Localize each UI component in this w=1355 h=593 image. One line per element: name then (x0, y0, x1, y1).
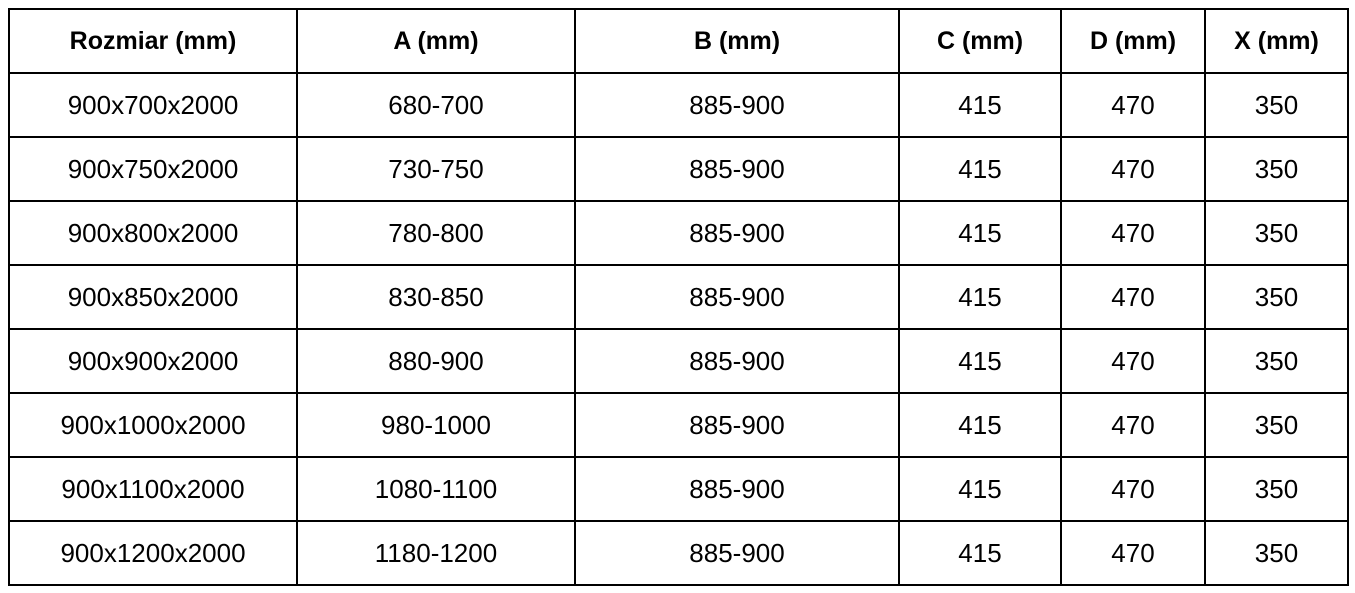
header-x: X (mm) (1204, 8, 1349, 74)
cell-a: 780-800 (296, 200, 576, 266)
cell-c: 415 (898, 456, 1062, 522)
header-b: B (mm) (574, 8, 900, 74)
cell-rozmiar: 900x1000x2000 (8, 392, 298, 458)
cell-a: 830-850 (296, 264, 576, 330)
cell-b: 885-900 (574, 328, 900, 394)
table-row: 900x850x2000 830-850 885-900 415 470 350 (8, 264, 1349, 330)
cell-c: 415 (898, 136, 1062, 202)
cell-d: 470 (1060, 264, 1206, 330)
cell-c: 415 (898, 328, 1062, 394)
table-row: 900x800x2000 780-800 885-900 415 470 350 (8, 200, 1349, 266)
cell-b: 885-900 (574, 392, 900, 458)
cell-b: 885-900 (574, 456, 900, 522)
cell-c: 415 (898, 264, 1062, 330)
table-row: 900x1100x2000 1080-1100 885-900 415 470 350 (8, 456, 1349, 522)
cell-a: 1180-1200 (296, 520, 576, 586)
table-row: 900x700x2000 680-700 885-900 415 470 350 (8, 72, 1349, 138)
cell-d: 470 (1060, 456, 1206, 522)
cell-rozmiar: 900x700x2000 (8, 72, 298, 138)
cell-rozmiar: 900x750x2000 (8, 136, 298, 202)
cell-b: 885-900 (574, 72, 900, 138)
cell-c: 415 (898, 520, 1062, 586)
header-c: C (mm) (898, 8, 1062, 74)
cell-d: 470 (1060, 328, 1206, 394)
cell-x: 350 (1204, 520, 1349, 586)
cell-d: 470 (1060, 520, 1206, 586)
cell-c: 415 (898, 72, 1062, 138)
cell-x: 350 (1204, 136, 1349, 202)
header-rozmiar: Rozmiar (mm) (8, 8, 298, 74)
header-a: A (mm) (296, 8, 576, 74)
table-row: 900x1200x2000 1180-1200 885-900 415 470 350 (8, 520, 1349, 586)
table-row: 900x750x2000 730-750 885-900 415 470 350 (8, 136, 1349, 202)
cell-rozmiar: 900x1200x2000 (8, 520, 298, 586)
cell-c: 415 (898, 200, 1062, 266)
cell-x: 350 (1204, 392, 1349, 458)
cell-x: 350 (1204, 200, 1349, 266)
header-d: D (mm) (1060, 8, 1206, 74)
cell-x: 350 (1204, 72, 1349, 138)
cell-x: 350 (1204, 456, 1349, 522)
cell-b: 885-900 (574, 200, 900, 266)
header-row: Rozmiar (mm) A (mm) B (mm) C (mm) D (mm)… (8, 8, 1349, 74)
cell-a: 980-1000 (296, 392, 576, 458)
cell-a: 680-700 (296, 72, 576, 138)
cell-a: 730-750 (296, 136, 576, 202)
cell-b: 885-900 (574, 264, 900, 330)
table-row: 900x900x2000 880-900 885-900 415 470 350 (8, 328, 1349, 394)
cell-a: 880-900 (296, 328, 576, 394)
cell-rozmiar: 900x1100x2000 (8, 456, 298, 522)
table-row: 900x1000x2000 980-1000 885-900 415 470 350 (8, 392, 1349, 458)
cell-a: 1080-1100 (296, 456, 576, 522)
dimensions-table: Rozmiar (mm) A (mm) B (mm) C (mm) D (mm)… (8, 8, 1349, 586)
cell-rozmiar: 900x900x2000 (8, 328, 298, 394)
cell-b: 885-900 (574, 520, 900, 586)
table-body: 900x700x2000 680-700 885-900 415 470 350 900x7… (8, 72, 1349, 586)
cell-d: 470 (1060, 392, 1206, 458)
cell-d: 470 (1060, 136, 1206, 202)
cell-x: 350 (1204, 264, 1349, 330)
cell-x: 350 (1204, 328, 1349, 394)
cell-d: 470 (1060, 200, 1206, 266)
cell-rozmiar: 900x800x2000 (8, 200, 298, 266)
cell-b: 885-900 (574, 136, 900, 202)
cell-c: 415 (898, 392, 1062, 458)
cell-d: 470 (1060, 72, 1206, 138)
cell-rozmiar: 900x850x2000 (8, 264, 298, 330)
